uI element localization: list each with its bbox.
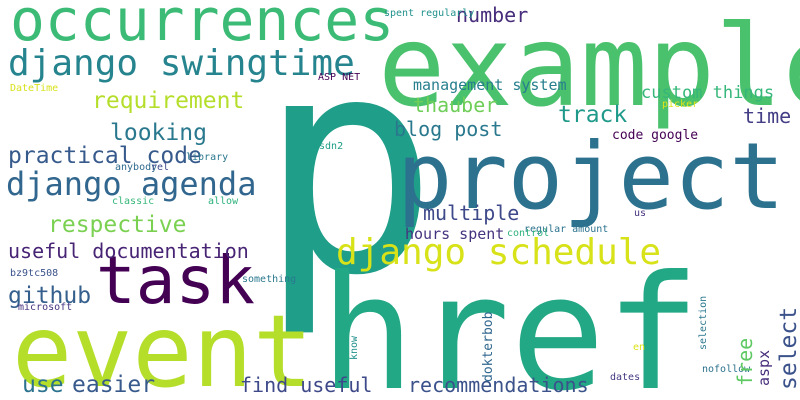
word-django-swingtime: django swingtime	[8, 43, 355, 84]
word-occurrences: occurrences	[10, 0, 394, 54]
word-event: event	[12, 293, 313, 400]
word-en: control	[507, 228, 549, 239]
word-practical-code: practical code	[8, 143, 202, 169]
word-recommendations: recommendations	[408, 373, 589, 397]
word-nofollow: selection	[698, 296, 709, 350]
word-custom-things: custom things	[641, 83, 774, 103]
word-regular-amount: aspx	[755, 350, 773, 386]
word-datetime: regular amount	[524, 224, 608, 235]
word-know: something	[242, 274, 296, 285]
word-thauber: thauber	[413, 93, 497, 117]
word-useful-documentation: useful documentation	[8, 239, 249, 263]
word-dates: know	[349, 335, 360, 360]
word-requirement: requirement	[92, 88, 244, 114]
word-track: track	[558, 102, 627, 128]
word-us: rel	[151, 162, 169, 173]
word-task: task	[96, 242, 255, 319]
word-p: p	[258, 0, 439, 341]
word-anybody: picker	[662, 99, 698, 110]
word-number: number	[456, 3, 528, 27]
word-blog-post: blog post	[394, 117, 502, 141]
word-picker: spent regularly	[384, 8, 474, 19]
word-django-schedule: django schedule	[336, 232, 661, 273]
word-github: github	[8, 283, 91, 309]
word-msdn2: ASP NET	[318, 72, 360, 83]
word-project: project	[397, 123, 785, 230]
word-classic: library	[186, 152, 228, 163]
word-aspx: nofollow	[702, 364, 751, 375]
word-free: en	[633, 342, 645, 353]
word-use: use	[22, 372, 64, 398]
word-time: time	[743, 104, 791, 128]
word-easier: easier	[72, 372, 155, 398]
word-selection: microsoft	[18, 302, 72, 313]
word-hours-spent: hours spent	[405, 225, 504, 243]
word-django-agenda: django agenda	[6, 165, 256, 203]
word-allow: anybody	[115, 162, 157, 173]
word-find-useful: find useful	[240, 373, 372, 397]
word-something: allow	[208, 196, 239, 207]
word-library: DateTime	[10, 83, 58, 94]
word-looking: looking	[110, 120, 207, 146]
word-management-system: management system	[413, 76, 567, 94]
word-rel: msdn2	[313, 141, 343, 152]
word-microsoft: us	[634, 208, 646, 219]
word-asp-net: dokterbob	[481, 311, 496, 382]
word-spent-regularly: code google	[612, 128, 698, 143]
word-respective: respective	[48, 212, 186, 238]
word-multiple: multiple	[423, 201, 519, 225]
word-dokterbob: select	[776, 307, 800, 390]
word-bz9tc508: classic	[112, 196, 154, 207]
word-example: example	[378, 2, 800, 132]
word-code-google: free	[733, 338, 757, 386]
word-control: bz9tc508	[10, 268, 58, 279]
word-select: dates	[610, 372, 640, 383]
word-href: href	[320, 242, 701, 400]
